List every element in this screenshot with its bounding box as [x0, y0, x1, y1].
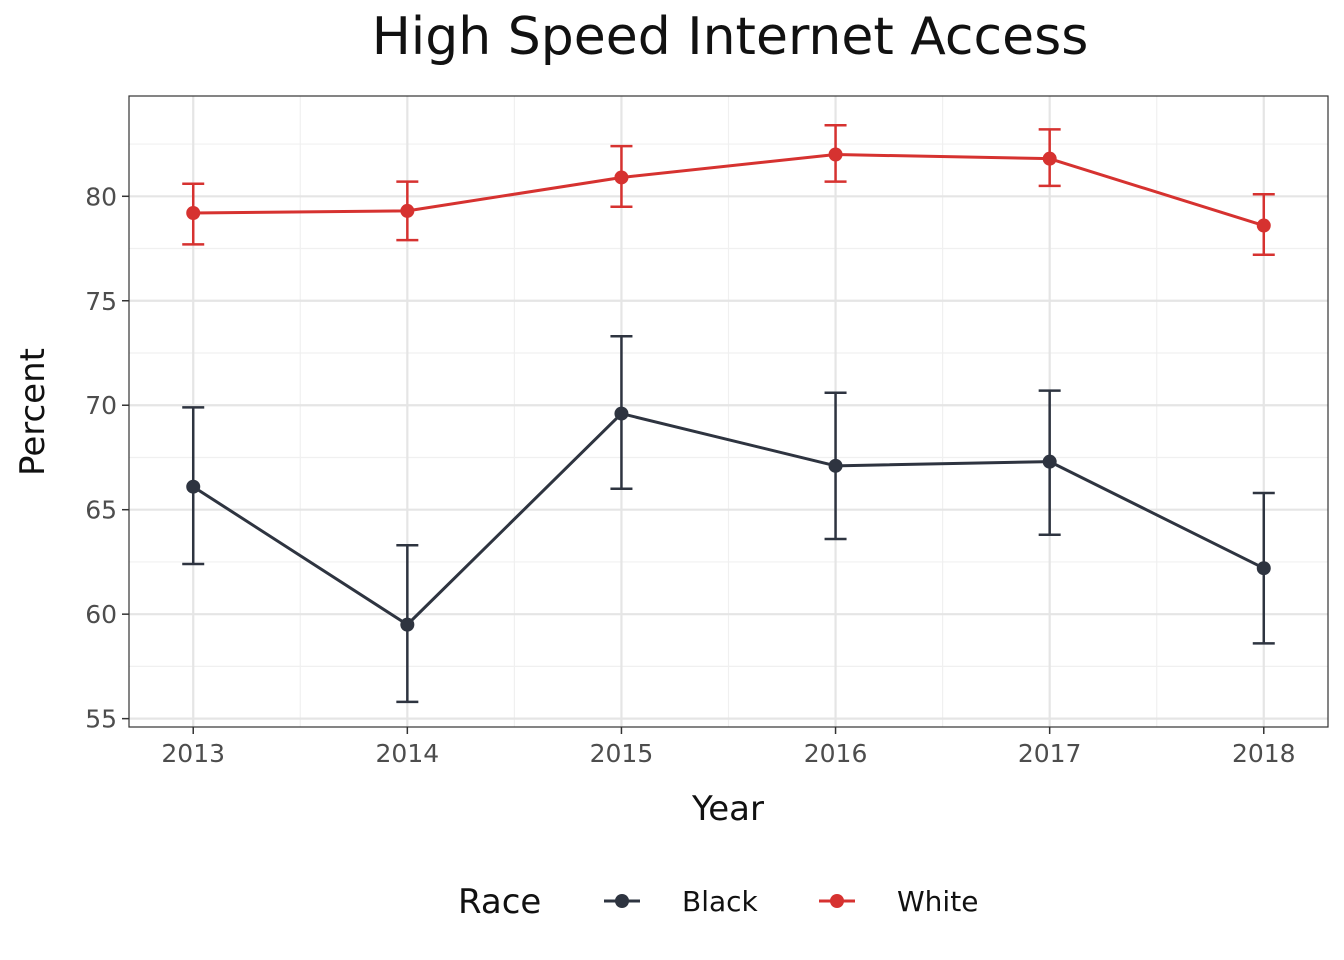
legend-key-point	[830, 894, 844, 908]
legend-key-point	[615, 894, 629, 908]
series-line-white	[193, 153, 1265, 227]
data-point	[828, 458, 843, 473]
x-tick-label: 2014	[376, 739, 440, 768]
data-point	[186, 206, 201, 221]
data-point	[614, 406, 629, 421]
y-tick-label: 70	[85, 391, 117, 420]
legend-items: Black White	[604, 885, 978, 918]
data-point	[828, 147, 843, 162]
x-tick-label: 2015	[590, 739, 654, 768]
y-axis-title: Percent	[13, 348, 53, 476]
x-tick-label: 2017	[1018, 739, 1082, 768]
data-point	[1042, 454, 1057, 469]
data-point	[614, 170, 629, 185]
y-tick-label: 65	[85, 496, 117, 525]
legend-label-black: Black	[682, 885, 759, 918]
data-point	[1256, 218, 1271, 233]
x-tick-label: 2016	[804, 739, 868, 768]
y-tick-label: 55	[85, 705, 117, 734]
y-tick-label: 75	[85, 287, 117, 316]
data-point	[186, 479, 201, 494]
series-line-black	[192, 412, 1265, 627]
panel-border	[128, 95, 1329, 728]
x-axis-title: Year	[691, 789, 764, 829]
y-tick-label: 80	[85, 182, 117, 211]
data-point	[400, 617, 415, 632]
chart-title: High Speed Internet Access	[372, 7, 1089, 67]
series-layer	[182, 124, 1275, 704]
series-black	[182, 335, 1275, 704]
axes: 55 60 65 70 75 80 2013 2014 2015 2016 2017 2018	[85, 182, 1295, 768]
data-point	[400, 203, 415, 218]
legend-item-white: White	[819, 885, 978, 918]
x-tick-label: 2018	[1232, 739, 1296, 768]
legend-item-black: Black	[604, 885, 759, 918]
legend-title: Race	[458, 882, 541, 922]
legend: Race Black White	[458, 882, 978, 922]
series-white	[182, 124, 1275, 257]
legend-label-white: White	[897, 885, 978, 918]
data-point	[1256, 561, 1271, 576]
x-tick-label: 2013	[161, 739, 225, 768]
y-tick-label: 60	[85, 600, 117, 629]
data-point	[1042, 151, 1057, 166]
